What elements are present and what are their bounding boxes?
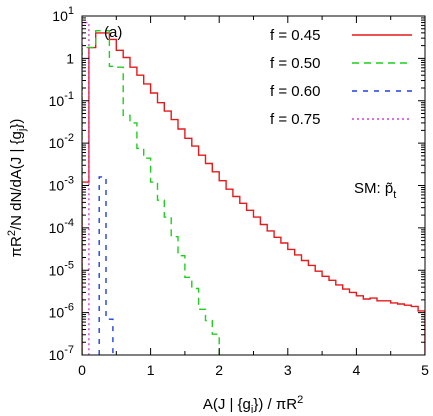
y-tick-label-5: 10-4 [49, 217, 74, 236]
series-0-line [82, 32, 425, 355]
x-tick-label-2: 2 [215, 362, 223, 378]
legend: f = 0.45 f = 0.50 f = 0.60 f = 0.75 [270, 27, 412, 128]
ylabel-sup: 2 [6, 230, 18, 236]
y-tick-label-7: 10-6 [49, 302, 74, 321]
ylabel-pre: πR [8, 236, 25, 257]
series-2-line [98, 176, 114, 355]
x-tick-label-1: 1 [147, 362, 155, 378]
y-tick-label-3: 10-2 [49, 132, 74, 151]
legend-label-2: f = 0.60 [270, 83, 320, 100]
annotation-sub: t [393, 189, 396, 201]
x-axis-label: A(J | {gi}) / πR2 [203, 394, 303, 416]
y-axis-label: πR2/N dN/dA(J | {gj}) [6, 119, 28, 258]
annotation-main: SM: p̃ [354, 180, 393, 197]
annotation: SM: p̃t [354, 180, 396, 201]
ylabel-sub: j [16, 129, 28, 132]
x-tick-label-5: 5 [421, 362, 429, 378]
legend-label-0: f = 0.45 [270, 27, 320, 44]
legend-label-3: f = 0.75 [270, 111, 320, 128]
y-tick-label-6: 10-5 [49, 259, 74, 278]
xlabel-main: A(J | {g [203, 396, 251, 413]
x-tick-label-0: 0 [78, 362, 86, 378]
xlabel-sup: 2 [297, 394, 303, 406]
y-tick-label-0: 101 [52, 5, 74, 24]
legend-label-1: f = 0.50 [270, 55, 320, 72]
plot-frame [81, 15, 426, 356]
panel-label: (a) [104, 24, 122, 41]
ylabel-mid: /N dN/dA(J | {g [8, 131, 25, 230]
xlabel-tail: }) / πR [253, 396, 297, 413]
ylabel-tail: }) [8, 119, 25, 129]
y-tick-label-1: 1 [66, 50, 74, 66]
xlabel-sub: i [251, 404, 253, 416]
y-tick-label-4: 10-3 [49, 175, 74, 194]
y-tick-label-2: 10-1 [49, 90, 74, 109]
y-tick-label-8: 10-7 [49, 344, 74, 363]
ticks-layer: 0 1 2 3 4 5 101 1 10-1 10-2 10-3 10-4 10-5 10-6 10-7 [49, 5, 429, 378]
x-tick-label-4: 4 [353, 362, 361, 378]
x-tick-label-3: 3 [284, 362, 292, 378]
